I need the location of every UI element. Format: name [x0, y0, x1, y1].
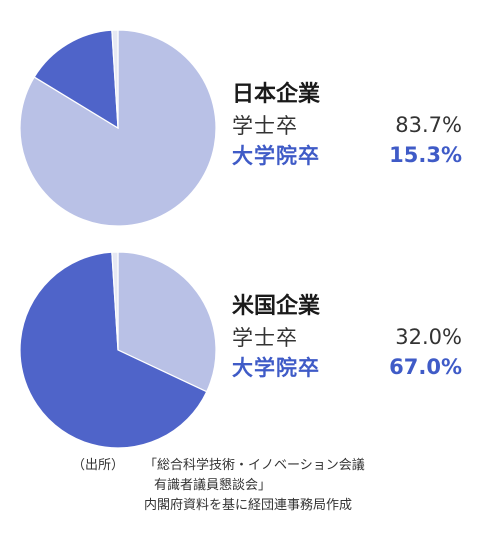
pie-svg-us — [19, 251, 217, 449]
legend-value-graduate: 67.0% — [389, 355, 462, 379]
pie-slice-other — [111, 29, 119, 129]
source-lines: 「総合科学技術・イノベーション会議 有識者議員懇談会」 内閣府資料を基に経団連事… — [144, 456, 365, 516]
legend-us: 米国企業 学士卒 32.0% 大学院卒 67.0% — [232, 292, 462, 382]
source-line-1: 「総合科学技術・イノベーション会議 — [144, 458, 365, 473]
legend-japan: 日本企業 学士卒 83.7% 大学院卒 15.3% — [232, 80, 462, 170]
pie-slice-other — [111, 251, 119, 351]
legend-title-japan: 日本企業 — [232, 82, 321, 107]
legend-value-graduate: 15.3% — [389, 143, 462, 167]
pie-chart-japan — [18, 28, 218, 228]
legend-row-graduate-us: 大学院卒 67.0% — [232, 352, 462, 382]
legend-label-graduate: 大学院卒 — [232, 144, 320, 168]
pie-slice-graduate — [19, 251, 208, 449]
legend-value-bachelor: 32.0% — [395, 325, 462, 349]
legend-label-bachelor: 学士卒 — [232, 326, 298, 350]
legend-label-graduate: 大学院卒 — [232, 356, 320, 380]
legend-title-us: 米国企業 — [232, 294, 321, 319]
legend-row-graduate-japan: 大学院卒 15.3% — [232, 140, 462, 170]
source-line-3: 内閣府資料を基に経団連事務局作成 — [144, 498, 353, 513]
legend-row-bachelor-japan: 学士卒 83.7% — [232, 110, 462, 140]
source-line-2: 有識者議員懇談会」 — [154, 478, 272, 493]
pie-slice-bachelor — [117, 251, 217, 393]
legend-value-bachelor: 83.7% — [395, 113, 462, 137]
pie-svg-japan — [19, 29, 217, 227]
legend-row-bachelor-us: 学士卒 32.0% — [232, 322, 462, 352]
legend-label-bachelor: 学士卒 — [232, 114, 298, 138]
pie-slice-graduate — [33, 29, 119, 130]
pie-chart-us — [18, 250, 218, 450]
source-label: （出所） — [72, 458, 125, 473]
